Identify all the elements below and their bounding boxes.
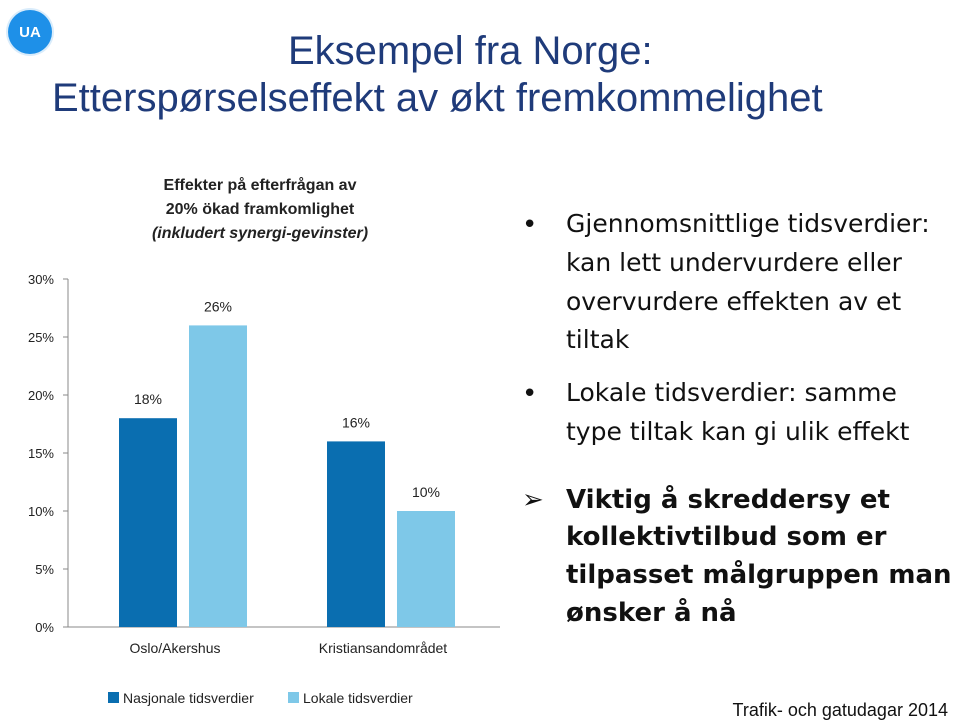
bullet-dot-icon: •: [522, 210, 538, 240]
bullet-item-2: • Lokale tidsverdier: samme type tiltak …: [522, 374, 952, 452]
callout-text: Viktig å skreddersy et kollektivtilbud s…: [566, 484, 952, 628]
legend-label: Lokale tidsverdier: [303, 690, 413, 706]
y-tick-label: 10%: [28, 504, 54, 519]
ua-logo: UA: [8, 10, 52, 54]
category-label: Kristiansandområdet: [319, 640, 448, 656]
footer-text: Trafik- och gatudagar 2014: [732, 700, 948, 720]
bar-nasjonale-1: [119, 418, 177, 627]
slide-title-line2: Etterspørselseffekt av økt fremkommeligh…: [52, 76, 823, 121]
category-label: Oslo/Akershus: [129, 640, 220, 656]
y-tick-label: 0%: [35, 620, 54, 635]
data-label: 16%: [342, 414, 370, 430]
bar-lokale-1: [189, 325, 247, 627]
data-label: 26%: [204, 298, 232, 314]
y-tick-label: 5%: [35, 562, 54, 577]
bar-lokale-2: [397, 511, 455, 627]
y-tick-label: 25%: [28, 330, 54, 345]
y-tick-label: 30%: [28, 272, 54, 287]
bullet-dot-icon: •: [522, 379, 538, 409]
bullet-item-1: • Gjennomsnittlige tidsverdier: kan lett…: [522, 205, 952, 360]
y-tick-label: 15%: [28, 446, 54, 461]
slide-title-line1: Eksempel fra Norge:: [288, 29, 653, 73]
chart-title-line2: 20% ökad framkomlighet: [166, 201, 355, 218]
callout-item: ➢ Viktig å skreddersy et kollektivtilbud…: [522, 482, 952, 633]
bar-nasjonale-2: [327, 441, 385, 627]
bullet-text-1: Gjennomsnittlige tidsverdier: kan lett u…: [566, 209, 930, 355]
chart-title-line1: Effekter på efterfrågan av: [164, 176, 357, 194]
bar-chart: Effekter på efterfrågan av 20% ökad fram…: [28, 176, 500, 706]
bullet-list: • Gjennomsnittlige tidsverdier: kan lett…: [522, 205, 952, 632]
legend-swatch: [288, 692, 299, 703]
data-label: 18%: [134, 391, 162, 407]
slide-title: Eksempel fra Norge: Etterspørselseffekt …: [52, 28, 942, 122]
legend-label: Nasjonale tidsverdier: [123, 690, 254, 706]
legend-swatch: [108, 692, 119, 703]
bullet-text-2: Lokale tidsverdier: samme type tiltak ka…: [566, 378, 910, 446]
data-label: 10%: [412, 484, 440, 500]
chart-title-line3: (inkludert synergi-gevinster): [152, 225, 368, 242]
y-tick-label: 20%: [28, 388, 54, 403]
arrow-bullet-icon: ➢: [522, 484, 544, 515]
